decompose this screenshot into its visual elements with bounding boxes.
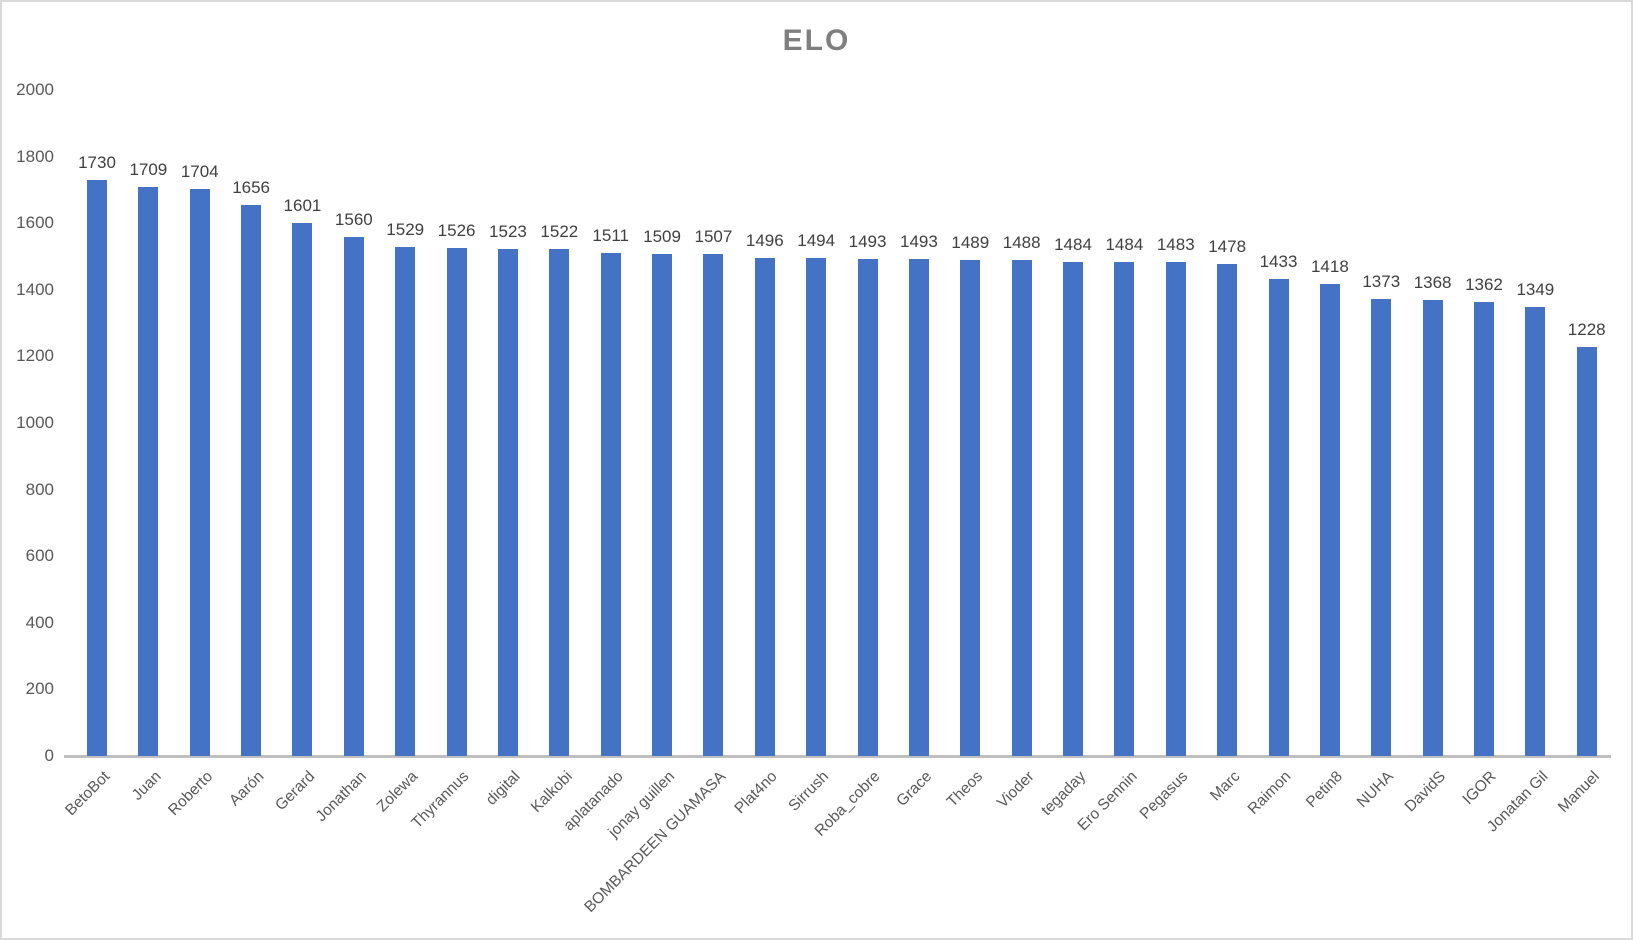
- y-axis-tick-label: 800: [25, 479, 54, 499]
- x-axis-category-label: Plat4no: [731, 768, 781, 818]
- x-axis-category-label: Vioder: [994, 768, 1038, 812]
- bar[interactable]: [1011, 260, 1032, 756]
- x-axis-category-label: Aarón: [225, 768, 268, 810]
- bar-value-label: 1560: [334, 209, 373, 229]
- bar[interactable]: [1114, 261, 1135, 756]
- bar[interactable]: [446, 247, 467, 756]
- y-axis-tick-label: 600: [25, 546, 54, 566]
- bar-value-label: 1418: [1310, 256, 1349, 276]
- x-axis-category-label: NUHA: [1354, 768, 1398, 812]
- bar[interactable]: [1319, 283, 1340, 756]
- bar[interactable]: [1422, 300, 1443, 756]
- bar-value-label: 1494: [797, 231, 836, 251]
- bar-value-label: 1489: [951, 233, 990, 253]
- y-axis-tick-label: 1400: [16, 279, 54, 299]
- bar[interactable]: [497, 248, 518, 756]
- bar[interactable]: [138, 186, 159, 756]
- bar-value-label: 1484: [1105, 234, 1144, 254]
- bar[interactable]: [87, 179, 107, 756]
- bar[interactable]: [1371, 298, 1392, 756]
- bar[interactable]: [960, 260, 981, 756]
- x-axis-category-label: IGOR: [1459, 768, 1501, 809]
- bar[interactable]: [1165, 262, 1186, 756]
- bar[interactable]: [1268, 278, 1289, 756]
- bar-value-label: 1478: [1208, 236, 1247, 256]
- x-axis-category-label: Zolewa: [373, 768, 422, 816]
- bar-value-label: 1601: [283, 195, 322, 215]
- x-axis-category-label: Sirrush: [785, 768, 833, 815]
- x-axis-category-label: Gerard: [272, 768, 319, 815]
- bar-value-label: 1730: [78, 152, 116, 172]
- bar[interactable]: [600, 252, 621, 756]
- x-axis-category-label: Marc: [1206, 768, 1244, 805]
- bar[interactable]: [292, 222, 313, 756]
- bar-value-label: 1656: [232, 177, 271, 197]
- bar-value-label: 1509: [643, 226, 681, 246]
- bar-value-label: 1483: [1156, 235, 1195, 255]
- bar-value-label: 1704: [180, 161, 219, 181]
- y-axis-tick-label: 0: [44, 746, 54, 765]
- bar-value-label: 1488: [1002, 233, 1041, 253]
- x-axis-category-label: Raimon: [1244, 768, 1295, 818]
- x-axis-category-label: Petin8: [1302, 768, 1346, 812]
- bar-value-label: 1484: [1054, 234, 1092, 254]
- bar[interactable]: [1525, 306, 1546, 756]
- x-axis-category-label: BetoBot: [61, 768, 114, 820]
- x-axis-line: [64, 755, 1611, 758]
- y-axis-tick-label: 2000: [16, 80, 54, 99]
- bar[interactable]: [343, 236, 364, 756]
- x-axis-category-label: tegaday: [1038, 768, 1090, 820]
- bar[interactable]: [241, 204, 262, 756]
- x-axis-category-label: DavidS: [1401, 768, 1449, 816]
- bar-value-label: 1709: [129, 159, 168, 179]
- bar-value-label: 1529: [386, 219, 425, 239]
- y-axis-tick-label: 1000: [16, 413, 54, 432]
- bar-value-label: 1368: [1413, 273, 1452, 293]
- x-axis-category-label: Roberto: [164, 768, 216, 820]
- bar-value-label: 1362: [1465, 275, 1503, 295]
- y-axis-tick-label: 1600: [16, 213, 54, 233]
- bar-value-label: 1496: [745, 230, 784, 250]
- y-axis-tick-label: 200: [25, 679, 54, 699]
- bar-value-label: 1433: [1259, 251, 1298, 271]
- bar[interactable]: [908, 258, 929, 756]
- x-axis-category-label: digital: [483, 768, 524, 809]
- bar[interactable]: [806, 258, 827, 756]
- x-axis-category-label: Theos: [943, 768, 987, 811]
- bar-value-label: 1493: [848, 231, 887, 251]
- bar[interactable]: [1473, 302, 1494, 756]
- x-axis-category-label: Juan: [128, 768, 165, 804]
- y-axis-tick-label: 1800: [16, 146, 54, 166]
- x-axis-category-label: Jonathan: [312, 768, 370, 826]
- bar-value-label: 1523: [489, 221, 527, 241]
- bar[interactable]: [857, 258, 878, 756]
- y-axis-tick-label: 400: [25, 612, 54, 632]
- bar-value-label: 1373: [1362, 271, 1401, 291]
- bar-value-label: 1493: [899, 231, 938, 251]
- bar[interactable]: [189, 188, 210, 756]
- bar[interactable]: [754, 257, 775, 756]
- x-axis-category-label: Manuel: [1554, 768, 1603, 816]
- bar[interactable]: [1576, 347, 1597, 756]
- bar[interactable]: [1217, 263, 1238, 756]
- bar-value-label: 1522: [540, 222, 579, 242]
- chart-title: ELO: [782, 24, 851, 57]
- bar-value-label: 1349: [1516, 279, 1555, 299]
- bar-value-label: 1507: [694, 227, 733, 247]
- bar-value-label: 1511: [592, 225, 629, 245]
- x-axis-category-label: Kalkobi: [527, 768, 576, 816]
- bar[interactable]: [395, 246, 416, 756]
- bar[interactable]: [549, 249, 570, 756]
- x-axis-category-label: Pegasus: [1137, 768, 1192, 823]
- x-axis-category-label: Grace: [893, 768, 935, 810]
- bar[interactable]: [1063, 261, 1084, 756]
- bar[interactable]: [652, 253, 673, 756]
- bar[interactable]: [703, 254, 724, 756]
- y-axis-tick-label: 1200: [16, 346, 54, 366]
- bar-value-label: 1526: [437, 220, 476, 240]
- bar-value-label: 1228: [1567, 320, 1606, 340]
